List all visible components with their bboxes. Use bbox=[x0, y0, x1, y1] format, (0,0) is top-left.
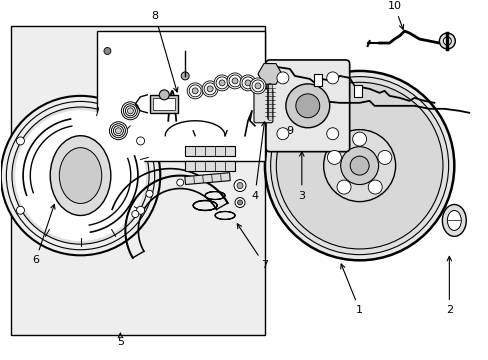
Circle shape bbox=[207, 86, 213, 92]
Circle shape bbox=[228, 75, 241, 87]
Circle shape bbox=[12, 107, 149, 244]
Polygon shape bbox=[185, 146, 235, 156]
Circle shape bbox=[115, 128, 121, 134]
Circle shape bbox=[439, 33, 454, 49]
Circle shape bbox=[123, 104, 137, 118]
Circle shape bbox=[349, 156, 368, 175]
Bar bbox=[353, 85, 361, 97]
Circle shape bbox=[109, 122, 127, 140]
Circle shape bbox=[232, 78, 238, 84]
Circle shape bbox=[104, 48, 111, 54]
Circle shape bbox=[276, 82, 442, 249]
Circle shape bbox=[326, 128, 338, 140]
Text: 1: 1 bbox=[340, 264, 363, 315]
Circle shape bbox=[127, 108, 133, 114]
FancyBboxPatch shape bbox=[265, 60, 349, 152]
Circle shape bbox=[131, 211, 139, 217]
Ellipse shape bbox=[50, 136, 111, 216]
Circle shape bbox=[377, 150, 391, 165]
Circle shape bbox=[176, 179, 183, 186]
Ellipse shape bbox=[442, 204, 466, 237]
Circle shape bbox=[242, 77, 253, 89]
Text: 6: 6 bbox=[32, 204, 55, 265]
Circle shape bbox=[254, 83, 261, 89]
Text: 7: 7 bbox=[237, 224, 268, 270]
Circle shape bbox=[235, 198, 244, 207]
Circle shape bbox=[219, 80, 224, 86]
Circle shape bbox=[216, 77, 227, 89]
Circle shape bbox=[17, 206, 24, 214]
Text: 5: 5 bbox=[117, 333, 123, 347]
Circle shape bbox=[336, 180, 350, 194]
Circle shape bbox=[6, 102, 154, 250]
Bar bbox=[97, 31, 264, 161]
Circle shape bbox=[276, 128, 288, 140]
Circle shape bbox=[270, 77, 447, 255]
Circle shape bbox=[240, 75, 255, 91]
FancyBboxPatch shape bbox=[253, 89, 272, 123]
Text: 3: 3 bbox=[298, 152, 305, 201]
Circle shape bbox=[202, 81, 218, 97]
Text: 4: 4 bbox=[251, 122, 265, 201]
Text: 9: 9 bbox=[285, 104, 311, 136]
Circle shape bbox=[443, 37, 450, 45]
Circle shape bbox=[251, 80, 264, 92]
Text: 10: 10 bbox=[386, 1, 403, 29]
Circle shape bbox=[323, 130, 395, 202]
Text: 2: 2 bbox=[445, 256, 452, 315]
Circle shape bbox=[1, 96, 160, 255]
Circle shape bbox=[203, 83, 216, 95]
Circle shape bbox=[226, 73, 243, 89]
Ellipse shape bbox=[59, 148, 102, 203]
Bar bbox=[153, 98, 175, 110]
Circle shape bbox=[17, 137, 24, 145]
Circle shape bbox=[214, 75, 229, 91]
Polygon shape bbox=[185, 161, 235, 171]
Circle shape bbox=[234, 180, 245, 192]
Bar bbox=[150, 95, 178, 113]
Circle shape bbox=[136, 137, 144, 145]
Circle shape bbox=[249, 78, 265, 94]
Circle shape bbox=[15, 110, 145, 241]
Circle shape bbox=[121, 102, 139, 120]
Circle shape bbox=[237, 200, 242, 205]
Circle shape bbox=[125, 106, 135, 116]
Circle shape bbox=[113, 126, 123, 136]
Circle shape bbox=[111, 124, 125, 138]
Circle shape bbox=[192, 88, 198, 94]
Circle shape bbox=[244, 80, 250, 86]
Circle shape bbox=[327, 150, 341, 165]
Circle shape bbox=[237, 183, 243, 189]
Bar bbox=[313, 74, 321, 86]
Bar bbox=[11, 26, 264, 335]
Circle shape bbox=[181, 72, 189, 80]
Ellipse shape bbox=[447, 211, 460, 230]
Circle shape bbox=[189, 85, 201, 97]
Circle shape bbox=[285, 84, 329, 128]
Circle shape bbox=[295, 94, 319, 118]
Circle shape bbox=[187, 83, 203, 99]
Circle shape bbox=[136, 206, 144, 214]
Circle shape bbox=[159, 90, 169, 100]
Circle shape bbox=[340, 147, 378, 185]
Circle shape bbox=[352, 132, 366, 146]
Circle shape bbox=[326, 72, 338, 84]
Circle shape bbox=[264, 71, 453, 260]
Circle shape bbox=[145, 190, 153, 197]
Circle shape bbox=[367, 180, 382, 194]
Circle shape bbox=[276, 72, 288, 84]
Polygon shape bbox=[184, 173, 230, 185]
Text: 8: 8 bbox=[151, 11, 178, 92]
